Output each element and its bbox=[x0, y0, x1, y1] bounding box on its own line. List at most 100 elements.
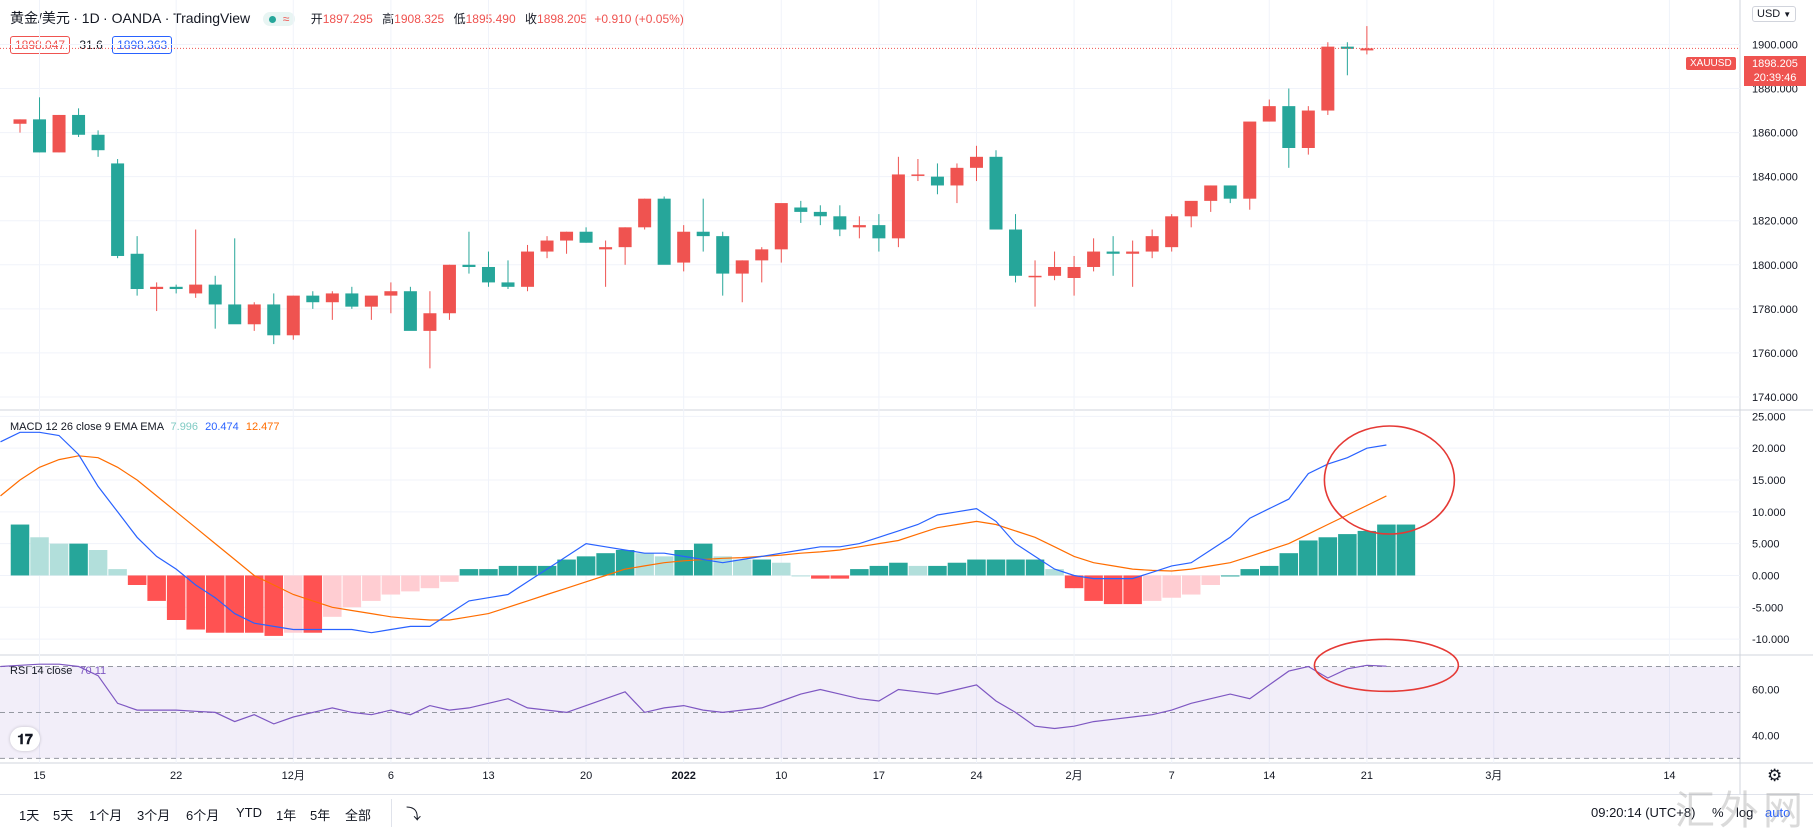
macd-histogram-bar bbox=[166, 575, 186, 620]
rsi-pane bbox=[0, 663, 1387, 730]
macd-highlight-ellipse bbox=[1323, 425, 1456, 535]
time-tick-label: 15 bbox=[33, 770, 45, 782]
macd-histogram-bar bbox=[1357, 530, 1377, 576]
candle-body bbox=[1126, 251, 1140, 254]
candle-body bbox=[794, 207, 808, 212]
macd-title: MACD 12 26 close 9 EMA EMA bbox=[10, 421, 164, 433]
macd-histogram-bar bbox=[186, 575, 205, 630]
clock-label[interactable]: 09:20:14 (UTC+8) bbox=[1591, 805, 1696, 820]
candle-body bbox=[208, 284, 222, 305]
ticker-label: XAUUSD bbox=[1690, 58, 1732, 69]
candle-body bbox=[1223, 185, 1237, 199]
price-axes[interactable]: 1740.000 1760.000 1780.000 1800.000 1820.000… bbox=[1752, 39, 1798, 742]
candle-body bbox=[1282, 106, 1296, 148]
high-value: 1908.325 bbox=[394, 12, 445, 26]
macd-histogram-bar bbox=[1260, 565, 1279, 576]
candle-body bbox=[599, 247, 613, 250]
candle-body bbox=[442, 264, 456, 314]
candle-body bbox=[755, 249, 769, 261]
macd-tick-label: 15.000 bbox=[1752, 475, 1786, 487]
time-tick-label: 12月 bbox=[282, 770, 305, 782]
macd-histogram-bar bbox=[88, 550, 108, 576]
time-tick-label: 21 bbox=[1361, 770, 1373, 782]
macd-histogram-bar bbox=[1318, 537, 1338, 576]
range-5y-button[interactable]: 5年 bbox=[310, 808, 331, 823]
rsi-line bbox=[0, 663, 1387, 730]
tradingview-logo[interactable]: 𝟏𝟕 bbox=[10, 727, 40, 751]
candle-body bbox=[872, 225, 886, 239]
macd-tick-label: 10.000 bbox=[1752, 507, 1786, 519]
macd-histogram-bar bbox=[362, 575, 381, 601]
macd-histogram-bar bbox=[596, 553, 615, 576]
time-axis[interactable]: 15 22 12月 6 13 20 2022 10 17 24 2月 7 14 21 3月 14 bbox=[33, 770, 1675, 782]
low-label: 低 bbox=[453, 12, 466, 26]
macd-histogram-bar bbox=[30, 537, 49, 576]
candle-body bbox=[560, 231, 574, 241]
macd-histogram-bar bbox=[1240, 569, 1260, 576]
macd-histogram-bar bbox=[147, 575, 166, 601]
time-tick-label: 2022 bbox=[671, 770, 695, 782]
macd-line-value: 20.474 bbox=[205, 421, 239, 433]
candle-body bbox=[384, 291, 398, 296]
candle-body bbox=[1243, 121, 1257, 199]
interval-label[interactable]: 1D bbox=[81, 10, 100, 26]
macd-histogram-bar bbox=[557, 559, 576, 576]
macd-histogram-bar bbox=[303, 575, 323, 633]
rsi-legend[interactable]: RSI 14 close 70.11 bbox=[10, 665, 106, 677]
time-tick-label: 3月 bbox=[1485, 770, 1502, 782]
candle-body bbox=[501, 282, 515, 287]
range-1d-button[interactable]: 1天 bbox=[19, 808, 40, 823]
macd-histogram-bar bbox=[674, 550, 693, 576]
macd-pane bbox=[0, 431, 1416, 636]
percent-toggle[interactable]: % bbox=[1712, 805, 1724, 820]
rsi-tick-label: 60.00 bbox=[1752, 684, 1780, 696]
time-tick-label: 20 bbox=[580, 770, 592, 782]
candle-body bbox=[52, 114, 66, 153]
macd-histogram-bar bbox=[264, 575, 284, 636]
macd-histogram-bar bbox=[772, 562, 791, 576]
gear-icon[interactable]: ⚙ bbox=[1767, 766, 1783, 785]
date-range-calendar-icon[interactable]: ⤵ bbox=[406, 806, 422, 823]
currency-button[interactable]: USD ▼ bbox=[1752, 6, 1797, 22]
candle-body bbox=[325, 293, 339, 303]
candle-body bbox=[1360, 48, 1374, 51]
range-all-button[interactable]: 全部 bbox=[345, 808, 372, 823]
macd-histogram-bar bbox=[440, 575, 459, 582]
range-ytd-button[interactable]: YTD bbox=[236, 805, 262, 820]
macd-histogram-bar bbox=[323, 575, 342, 617]
macd-histogram-bar bbox=[732, 559, 752, 576]
toolbar-divider bbox=[391, 799, 392, 827]
log-toggle[interactable]: log bbox=[1736, 805, 1754, 820]
candle-body bbox=[950, 167, 964, 186]
range-1y-button[interactable]: 1年 bbox=[276, 808, 297, 823]
macd-histogram-bar bbox=[205, 575, 225, 633]
macd-histogram-bar bbox=[127, 575, 147, 585]
candle-body bbox=[130, 253, 144, 290]
candle-body bbox=[989, 156, 1003, 230]
range-6m-button[interactable]: 6个月 bbox=[186, 808, 220, 823]
chevron-down-icon: ▼ bbox=[1783, 10, 1792, 19]
candle-body bbox=[13, 119, 27, 124]
time-tick-label: 6 bbox=[388, 770, 394, 782]
currency-label: USD bbox=[1757, 8, 1781, 20]
macd-histogram-bar bbox=[791, 575, 811, 577]
macd-histogram-bar bbox=[1377, 524, 1396, 576]
macd-histogram-bar bbox=[459, 569, 479, 576]
auto-toggle[interactable]: auto bbox=[1765, 805, 1791, 820]
range-3m-button[interactable]: 3个月 bbox=[137, 808, 171, 823]
exchange-label: OANDA bbox=[111, 10, 162, 26]
macd-histogram-bar bbox=[615, 550, 635, 576]
macd-histogram-bar bbox=[225, 575, 244, 633]
range-5d-button[interactable]: 5天 bbox=[53, 808, 74, 823]
range-1m-button[interactable]: 1个月 bbox=[89, 808, 123, 823]
chart-canvas: 1740.0001760.0001780.0001800.0001820.000… bbox=[0, 0, 1813, 794]
time-tick-label: 10 bbox=[775, 770, 787, 782]
macd-legend[interactable]: MACD 12 26 close 9 EMA EMA 7.996 20.474 … bbox=[10, 421, 279, 433]
close-value: 1898.205 bbox=[537, 12, 588, 26]
candle-body bbox=[462, 264, 476, 267]
macd-histogram-bar bbox=[244, 575, 264, 633]
candle-body bbox=[852, 225, 866, 228]
brand-label: TradingView bbox=[173, 10, 251, 26]
macd-histogram-bar bbox=[381, 575, 401, 595]
macd-histogram-bar bbox=[1338, 534, 1357, 576]
